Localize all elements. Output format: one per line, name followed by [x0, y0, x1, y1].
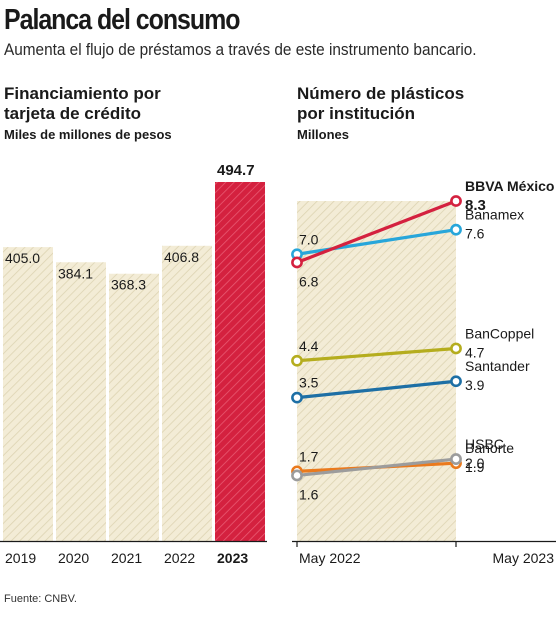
series-line-hsbc [295, 457, 458, 478]
series-point-bbva-m-xico-end [450, 195, 462, 207]
series-line-bbva-m-xico [295, 199, 458, 265]
series-end-label-banamex: 7.6 [465, 226, 485, 242]
series-point-banamex-end [450, 223, 462, 236]
series-point-hsbc-end [450, 453, 462, 465]
page-title: Palanca del consumo [4, 4, 240, 36]
line-chart: May 2022 May 2023 6.8 BBVA México 8.3 7.0 Bana… [291, 178, 556, 566]
bar-2020 [56, 262, 106, 541]
bar-value-label-2019: 405.0 [5, 250, 40, 266]
bar-2022 [162, 245, 212, 541]
series-line-banamex [295, 228, 458, 256]
bar-2019 [3, 247, 53, 541]
bar-chart-title-line-2: tarjeta de crédito [4, 104, 141, 123]
bar-tick-label-2021: 2021 [111, 550, 142, 566]
bar-2023 [215, 182, 265, 541]
line-chart-title-line-1: Número de plásticos [297, 84, 465, 103]
bar-tick-label-2022: 2022 [164, 550, 195, 566]
bar-tick-label-2023: 2023 [217, 550, 248, 566]
series-point-santander-start [291, 391, 303, 404]
series-start-label-banamex: 7.0 [299, 231, 319, 247]
bar-tick-label-2020: 2020 [58, 550, 89, 566]
series-name-banorte: Banorte [465, 440, 514, 456]
series-point-santander-end [450, 375, 462, 388]
bar-chart: 405.0 2019 384.1 2020 368.3 2021 406.8 2022 494.… [0, 162, 267, 566]
series-name-hsbc: HSBC [465, 436, 504, 452]
series-end-label-bbva-m-xico: 8.3 [465, 197, 486, 214]
series-start-label-hsbc: 1.6 [299, 486, 319, 502]
line-tick-label-start: May 2022 [299, 550, 361, 566]
page-subtitle: Aumenta el flujo de préstamos a través d… [4, 41, 477, 59]
bar-value-label-2023: 494.7 [217, 162, 255, 179]
series-start-label-bancoppel: 4.4 [299, 338, 319, 354]
series-point-bbva-m-xico-start [291, 256, 303, 269]
series-point-bancoppel-end [450, 342, 462, 355]
series-start-label-bbva-m-xico: 6.8 [299, 273, 319, 289]
series-end-label-banorte: 1.9 [465, 459, 485, 475]
bar-2021 [109, 273, 159, 541]
line-chart-title: Número de plásticos por institución [297, 84, 464, 124]
bar-value-label-2022: 406.8 [164, 249, 199, 265]
bar-tick-label-2019: 2019 [5, 550, 36, 566]
series-name-bancoppel: BanCoppel [465, 325, 534, 341]
series-name-santander: Santander [465, 358, 530, 374]
line-chart-title-line-2: por institución [297, 104, 416, 123]
bar-chart-title: Financiamiento por tarjeta de crédito [4, 84, 161, 124]
series-end-label-bancoppel: 4.7 [465, 344, 485, 360]
series-point-bancoppel-start [291, 354, 303, 367]
series-end-label-hsbc: 2.0 [465, 455, 485, 471]
bar-value-label-2020: 384.1 [58, 265, 93, 281]
series-line-santander [295, 379, 458, 400]
series-name-banamex: Banamex [465, 207, 524, 223]
line-chart-unit: Millones [297, 127, 350, 142]
series-name-bbva-m-xico: BBVA México [465, 178, 554, 194]
bar-value-label-2021: 368.3 [111, 277, 146, 293]
series-end-label-santander: 3.9 [465, 377, 485, 393]
series-point-hsbc-start [291, 469, 303, 482]
bar-chart-unit: Miles de millones de pesos [4, 127, 172, 142]
series-start-label-santander: 3.5 [299, 375, 319, 391]
source-note: Fuente: CNBV. [4, 593, 77, 605]
bar-chart-title-line-1: Financiamiento por [4, 84, 161, 103]
line-tick-label-end: May 2023 [493, 550, 555, 566]
series-start-label-banorte: 1.7 [299, 448, 319, 464]
series-line-bancoppel [295, 346, 458, 363]
line-chart-plot-area [297, 201, 456, 541]
